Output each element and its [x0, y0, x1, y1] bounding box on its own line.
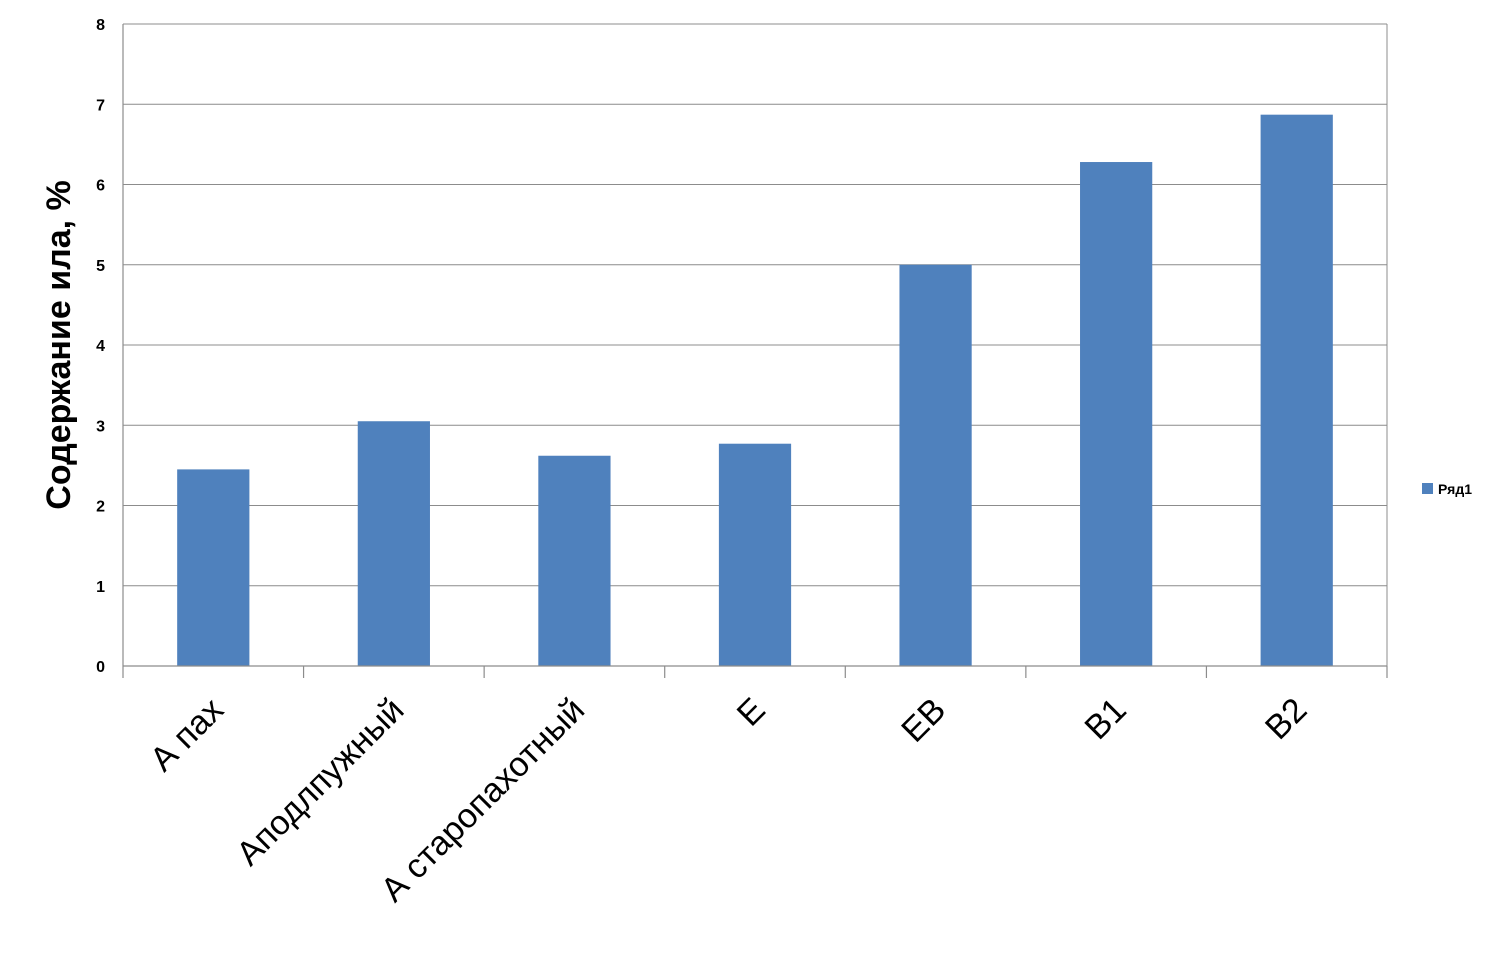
- legend-label-ryad1: Ряд1: [1438, 481, 1472, 497]
- y-tick-label: 2: [96, 499, 105, 516]
- x-tick-label: ЕВ: [894, 691, 953, 750]
- y-tick-label: 3: [96, 418, 105, 435]
- x-tick-label: В2: [1258, 691, 1314, 747]
- legend-swatch: [1422, 483, 1433, 494]
- bar: [718, 443, 792, 666]
- y-tick-label: 0: [96, 659, 105, 676]
- gridlines: [123, 23, 1387, 587]
- x-tick-label: А пах: [143, 691, 231, 779]
- legend: Ряд1: [1422, 481, 1472, 497]
- y-axis-label: Содержание ила, %: [40, 180, 78, 509]
- y-tick-label: 5: [96, 258, 105, 275]
- bar: [1260, 114, 1333, 667]
- bar: [357, 421, 430, 666]
- bar: [538, 455, 611, 666]
- bar: [177, 469, 250, 666]
- axes: [122, 24, 1388, 678]
- x-tick-label: А старопахотный: [374, 691, 592, 909]
- x-tick-label: В1: [1078, 691, 1134, 747]
- bar: [899, 264, 972, 666]
- x-tick-label: Аподлпужный: [229, 691, 411, 873]
- y-tick-label: 1: [96, 579, 105, 596]
- y-tick-label: 7: [96, 97, 105, 114]
- y-tick-label: 4: [96, 338, 105, 355]
- y-tick-label: 6: [96, 178, 105, 195]
- bars: [177, 114, 1333, 667]
- bar: [1080, 162, 1153, 666]
- y-tick-label: 8: [96, 17, 105, 34]
- x-tick-label: Е: [730, 691, 773, 734]
